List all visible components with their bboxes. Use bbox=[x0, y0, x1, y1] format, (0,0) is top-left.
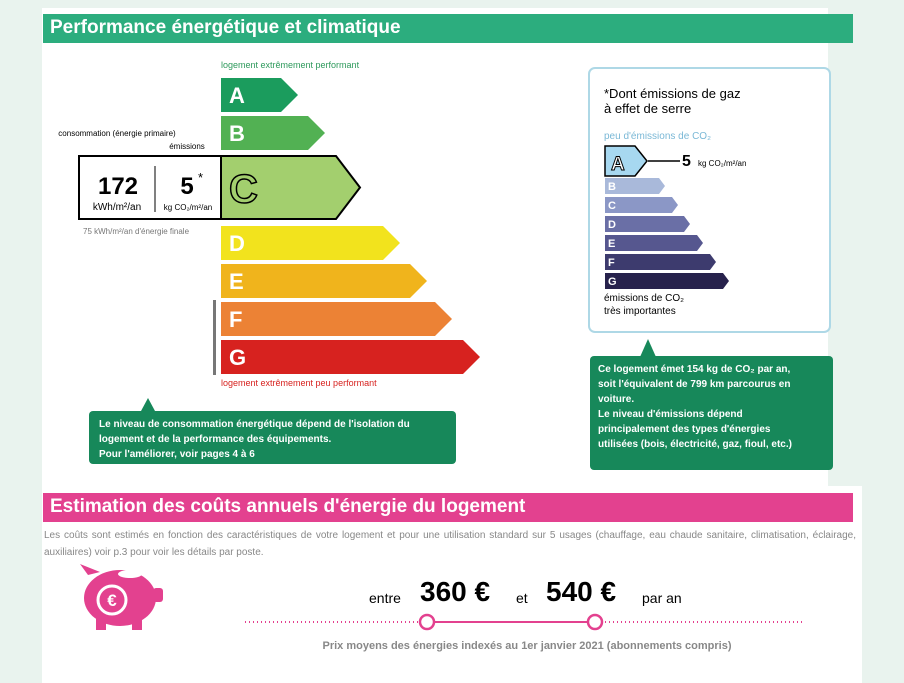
price-low: 360 € bbox=[420, 576, 490, 607]
class-arrow bbox=[220, 155, 362, 220]
class-letter: A bbox=[611, 154, 625, 175]
class-arrow bbox=[221, 116, 325, 150]
price-and: et bbox=[516, 590, 528, 606]
callout-line: voiture. bbox=[598, 394, 635, 405]
emissions-label: émissions bbox=[169, 142, 205, 151]
section-title: Performance énergétique et climatique bbox=[43, 14, 853, 43]
climate-unit: kg CO₂/m²/an bbox=[698, 159, 746, 168]
class-letter: G bbox=[608, 276, 617, 288]
class-letter: A bbox=[229, 83, 245, 108]
callout-line: Le niveau de consommation énergétique dé… bbox=[99, 419, 410, 430]
callout-line: Pour l'améliorer, voir pages 4 à 6 bbox=[99, 449, 255, 460]
callout-line: logement et de la performance des équipe… bbox=[99, 434, 332, 445]
callout-line: Ce logement émet 154 kg de CO₂ par an, bbox=[598, 364, 791, 375]
climate-bottom-label: très importantes bbox=[604, 306, 676, 317]
class-arrow bbox=[221, 226, 400, 260]
class-arrow bbox=[605, 197, 678, 213]
consumption-label: consommation (énergie primaire) bbox=[58, 129, 176, 138]
climate-top-label: peu d'émissions de CO₂ bbox=[604, 131, 711, 142]
class-arrow bbox=[604, 145, 648, 177]
climate-note: *Dont émissions de gaz bbox=[604, 86, 741, 101]
energy-callout: Le niveau de consommation énergétique dé… bbox=[89, 411, 456, 464]
emissions-unit: kg CO₂/m²/an bbox=[164, 203, 212, 212]
class-arrow bbox=[605, 273, 729, 289]
class-letter: F bbox=[229, 307, 242, 332]
callout-pointer bbox=[141, 398, 155, 411]
consumption-unit: kWh/m²/an bbox=[93, 202, 141, 213]
bottom-label: logement extrêmement peu performant bbox=[221, 378, 377, 388]
class-letter: G bbox=[229, 345, 246, 370]
cost-description: Les coûts sont estimés en fonction des c… bbox=[44, 530, 856, 558]
class-letter: B bbox=[229, 121, 245, 146]
final-energy: 75 kWh/m²/an d'énergie finale bbox=[83, 227, 190, 236]
price-low-dot bbox=[418, 613, 436, 631]
svg-text:€: € bbox=[107, 591, 117, 610]
climate-value: 5 bbox=[682, 153, 691, 170]
class-letter: D bbox=[229, 231, 245, 256]
callout-pointer bbox=[640, 339, 656, 357]
callout-line: principalement des types d'énergies bbox=[598, 424, 771, 435]
class-letter: E bbox=[608, 238, 615, 250]
class-arrow bbox=[605, 254, 716, 270]
class-arrow bbox=[605, 235, 703, 251]
callout-line: utilisées (bois, électricité, gaz, fioul… bbox=[598, 439, 792, 450]
climate-callout: Ce logement émet 154 kg de CO₂ par an, s… bbox=[590, 356, 833, 470]
consumption-value: 172 bbox=[98, 173, 138, 200]
callout-line: soit l'équivalent de 799 km parcourus en bbox=[598, 379, 791, 390]
class-letter: B bbox=[608, 181, 616, 193]
top-label: logement extrêmement performant bbox=[221, 60, 360, 70]
class-letter: C bbox=[608, 200, 616, 212]
climate-note: à effet de serre bbox=[604, 101, 691, 116]
class-letter: D bbox=[608, 219, 616, 231]
class-arrow bbox=[605, 178, 665, 194]
callout-line: Le niveau d'émissions dépend bbox=[598, 409, 743, 420]
climate-bottom-label: émissions de CO₂ bbox=[604, 293, 684, 304]
class-arrow bbox=[221, 340, 480, 374]
value-box bbox=[78, 155, 222, 220]
piggy-icon: € bbox=[80, 564, 163, 630]
class-letter: C bbox=[229, 168, 258, 212]
class-arrow bbox=[221, 264, 427, 298]
price-high-dot bbox=[586, 613, 604, 631]
marker bbox=[213, 300, 216, 375]
price-from: entre bbox=[369, 590, 401, 606]
class-arrow bbox=[221, 302, 452, 336]
class-arrow bbox=[221, 78, 298, 112]
emissions-mark: * bbox=[198, 170, 203, 185]
class-letter: E bbox=[229, 269, 244, 294]
section-title: Estimation des coûts annuels d'énergie d… bbox=[43, 493, 853, 522]
price-per: par an bbox=[642, 590, 682, 606]
price-footnote: Prix moyens des énergies indexés au 1er … bbox=[322, 640, 731, 652]
emissions-value: 5 bbox=[180, 173, 193, 200]
class-letter: F bbox=[608, 257, 615, 269]
price-high: 540 € bbox=[546, 576, 616, 607]
class-arrow bbox=[605, 216, 690, 232]
